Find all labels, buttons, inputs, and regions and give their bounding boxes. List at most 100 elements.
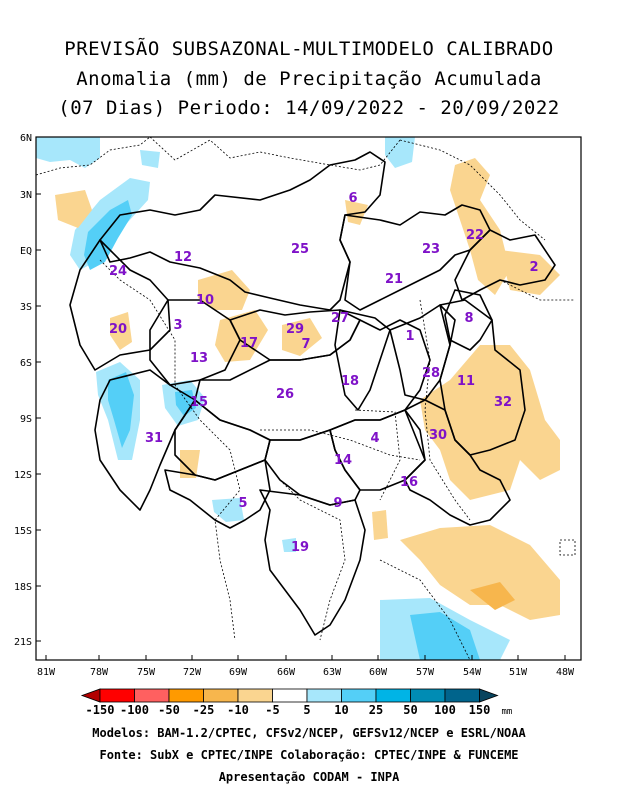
lon-label: 60W [369,667,388,678]
lat-label: EQ [20,246,32,257]
map-title-line-2: Anomalia (mm) de Precipitação Acumulada [76,68,542,90]
basin-label-18: 18 [341,374,359,389]
colorbar-label: 5 [303,703,310,717]
colorbar-swatch [306,688,342,703]
colorbar-swatch [272,688,308,703]
dry-patch-mato-grosso [372,510,388,540]
dry-patch-pacific [55,190,92,228]
basin-label-2: 2 [529,260,538,275]
wet-patch-andes-core [84,200,132,270]
lat-label: 6S [20,358,32,369]
lon-label: 63W [323,667,342,678]
basin-label-7: 7 [301,337,310,352]
basin-label-24: 24 [109,264,127,279]
basin-label-8: 8 [464,311,473,326]
basin-label-4: 4 [370,431,379,446]
colorbar-label: 150 [469,703,491,717]
map-title-line-1: PREVISÃO SUBSAZONAL-MULTIMODELO CALIBRAD… [64,38,554,60]
basin-number-labels: 1234567891011121314151617181920212223242… [109,191,539,555]
colorbar-label: -5 [265,703,279,717]
basin-label-9: 9 [333,496,342,511]
lat-label: 9S [20,414,32,425]
colorbar-right-arrow [479,688,499,703]
basin-label-23: 23 [422,242,440,257]
lon-label: 57W [416,667,435,678]
credit-source: Fonte: SubX e CPTEC/INPE Colaboração: CP… [99,748,519,762]
wet-patch-colombia [140,150,160,168]
basin-label-22: 22 [466,228,484,243]
colorbar-swatch [134,688,170,703]
basin-label-14: 14 [334,453,352,468]
map-title-line-3: (07 Dias) Periodo: 14/09/2022 - 20/09/20… [58,97,560,119]
colorbar-left-arrow [80,688,101,703]
basin-boundaries [69,151,556,636]
dry-patch-east [420,345,560,500]
lon-label: 72W [183,667,202,678]
colorbar-unit: mm [502,707,513,717]
lon-label: 78W [90,667,109,678]
colorbar-swatch [341,688,377,703]
basin-label-6: 6 [348,191,357,206]
colorbar-swatch [444,688,480,703]
wet-patch-bolivia [212,498,244,522]
lat-label: 18S [14,582,32,593]
colorbar-label: 10 [334,703,348,717]
basin-label-3: 3 [173,318,182,333]
wet-patch-northwest [36,137,100,168]
lon-label: 69W [229,667,248,678]
lon-label: 66W [277,667,296,678]
wet-patch-peru-core [108,372,134,448]
basin-label-17: 17 [240,336,258,351]
wet-patch-southeast-core [410,612,480,660]
colorbar-label: 100 [434,703,456,717]
dry-patch-southeast-brazil [400,525,560,620]
basin-label-21: 21 [385,272,403,287]
basin-label-12: 12 [174,250,192,265]
map-frame [35,136,582,661]
dry-patch-ecuador [110,312,132,350]
colorbar-label: -50 [158,703,180,717]
country-borders [36,137,576,660]
latitude-axis: 6N 3N EQ 3S 6S 9S 12S 15S 18S 21S [14,133,41,648]
basin-label-26: 26 [276,387,294,402]
dry-patch-amapa [450,158,510,295]
colorbar-label: -150 [86,703,115,717]
dry-patch-madeira [282,318,322,356]
basin-label-10: 10 [196,293,214,308]
lat-label: 15S [14,526,32,537]
lon-label: 81W [37,667,56,678]
basin-label-20: 20 [109,322,127,337]
basin-label-19: 19 [291,540,309,555]
colorbar-swatch [99,688,135,703]
colorbar-swatch [203,688,239,703]
wet-patch-guyana [385,137,415,168]
colorbar-label: 25 [369,703,383,717]
wet-patch-pantanal [282,538,296,552]
basin-label-16: 16 [400,475,418,490]
credit-presentation: Apresentação CODAM - INPA [218,770,400,784]
dry-patch-acre [198,270,250,310]
colorbar-label: -100 [120,703,149,717]
basin-label-31: 31 [145,431,163,446]
basin-label-32: 32 [494,395,512,410]
colorbar-label: 50 [403,703,417,717]
basin-label-1: 1 [405,329,414,344]
colorbar-swatch [237,688,273,703]
lat-label: 3S [20,302,32,313]
lon-label: 75W [137,667,156,678]
basin-label-27: 27 [331,311,349,326]
credit-models: Modelos: BAM-1.2/CPTEC, CFSv2/NCEP, GEFS… [92,726,526,740]
colorbar-label: -10 [227,703,249,717]
lat-label: 21S [14,637,32,648]
lat-label: 6N [20,133,32,144]
wet-patch-central-core [175,390,196,416]
basin-label-30: 30 [429,428,447,443]
lon-label: 48W [556,667,575,678]
lon-label: 54W [463,667,482,678]
basin-label-29: 29 [286,322,304,337]
basin-label-13: 13 [190,351,208,366]
colorbar-swatch [168,688,204,703]
colorbar-label: -25 [193,703,215,717]
lat-label: 3N [20,190,32,201]
